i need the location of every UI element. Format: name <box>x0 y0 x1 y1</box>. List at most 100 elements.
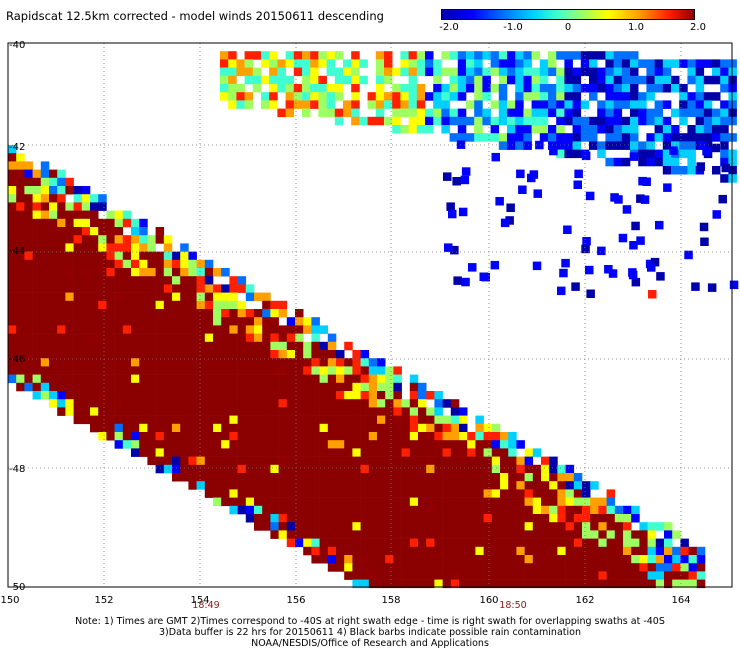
swath-cell <box>318 100 327 109</box>
swath-cell <box>688 571 698 580</box>
swath-cell <box>572 75 582 85</box>
swath-cell <box>57 399 66 408</box>
swath-cell <box>188 341 197 351</box>
swath-cell <box>442 473 452 482</box>
colorbar <box>441 9 695 20</box>
swath-cell <box>654 59 664 68</box>
swath-cell <box>244 51 254 60</box>
swath-cell <box>426 514 435 523</box>
swath-cell <box>81 284 91 293</box>
swath-cell <box>220 59 229 68</box>
swath-cell <box>434 440 443 449</box>
swath-cell <box>147 382 156 392</box>
swath-cell <box>565 538 575 548</box>
swath-cell <box>344 374 353 384</box>
swath-cell <box>524 579 534 589</box>
colorbar-tick-label: 1.0 <box>628 22 644 33</box>
swath-cell <box>409 571 419 580</box>
swath-cell <box>57 202 66 211</box>
swath-cell <box>515 92 524 101</box>
swath-cell <box>565 514 575 523</box>
swath-cell <box>344 514 353 523</box>
swath-cell <box>106 366 115 375</box>
swath-cell <box>474 59 483 68</box>
swath-cell <box>163 284 173 293</box>
lat-lon-grid <box>8 43 732 587</box>
swath-cell <box>163 407 173 416</box>
swath-cell <box>401 563 411 572</box>
swath-cell <box>81 341 91 351</box>
swath-cell <box>679 149 688 159</box>
swath-cell <box>564 92 573 101</box>
swath-cell <box>196 399 206 408</box>
swath-cell <box>475 489 484 498</box>
swath-cell <box>671 166 680 175</box>
swath-cell <box>188 300 197 310</box>
swath-cell <box>303 432 312 441</box>
swath-cell <box>252 75 262 85</box>
swath-cell <box>385 538 394 548</box>
swath-cell <box>351 100 360 109</box>
swath-cell <box>695 116 705 126</box>
swath-cell <box>98 227 107 236</box>
swath-cell <box>196 456 206 466</box>
swath-cell <box>720 108 729 118</box>
swath-cell <box>327 407 337 416</box>
swath-cell <box>213 407 222 416</box>
swath-cell <box>434 415 443 425</box>
swath-cell <box>229 358 238 367</box>
swath-cell <box>155 366 165 375</box>
swath-cell <box>375 92 385 101</box>
swath-cell <box>262 497 271 507</box>
swath-cell <box>303 391 312 400</box>
swath-cell <box>393 391 402 400</box>
swath-cell <box>446 202 455 211</box>
swath-cell <box>278 489 288 498</box>
swath-cell <box>482 133 491 142</box>
swath-cell <box>564 67 573 77</box>
swath-cell <box>720 84 729 93</box>
swath-cell <box>221 358 230 367</box>
swath-cell <box>98 284 107 293</box>
swath-cell <box>639 563 648 572</box>
swath-cell <box>204 325 214 334</box>
swath-cell <box>582 538 591 548</box>
swath-cell <box>311 391 320 400</box>
swath-cell <box>16 243 25 252</box>
swath-cell <box>98 325 107 334</box>
swath-cell <box>631 505 640 515</box>
swath-cell <box>204 284 214 293</box>
swath-cell <box>483 473 493 482</box>
swath-cell <box>393 432 402 441</box>
swath-cell <box>98 218 107 228</box>
swath-cell <box>360 497 370 507</box>
swath-cell <box>188 407 197 416</box>
swath-cell <box>582 489 591 498</box>
swath-cell <box>483 481 493 490</box>
swath-cell <box>500 464 509 474</box>
swath-cell <box>49 325 58 334</box>
swath-cell <box>590 522 599 531</box>
swath-cell <box>614 538 624 548</box>
swath-cell <box>572 116 582 126</box>
swath-cell <box>507 108 516 118</box>
swath-cell <box>221 284 230 293</box>
swath-cell <box>254 522 263 531</box>
swath-cell <box>245 350 255 359</box>
swath-cell <box>237 317 247 326</box>
swath-cell <box>261 100 270 109</box>
swath-cell <box>24 202 33 211</box>
swath-cell <box>295 522 304 531</box>
swath-cell <box>441 51 450 60</box>
swath-cell <box>319 440 329 449</box>
swath-cell <box>467 448 476 457</box>
swath-cell <box>57 177 66 187</box>
swath-cell <box>368 505 378 515</box>
swath-cell <box>336 407 345 416</box>
swath-cell <box>254 514 263 523</box>
swath-cell <box>286 358 296 367</box>
swath-cell <box>81 227 91 236</box>
swath-cell <box>524 464 534 474</box>
swath-cell <box>278 374 288 384</box>
swath-cell <box>490 125 500 134</box>
